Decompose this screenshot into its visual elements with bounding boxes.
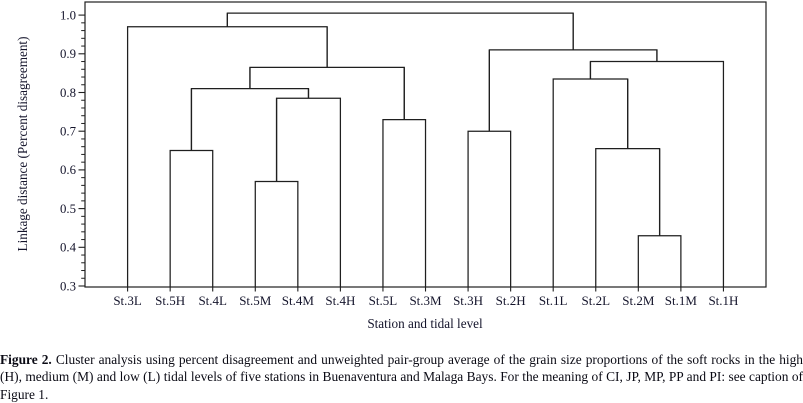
dendrogram-link <box>226 12 574 50</box>
dendrogram-link <box>169 149 214 287</box>
dendrogram-link <box>254 180 299 287</box>
x-leaf-label: St.2M <box>622 293 655 308</box>
figure-caption-label: Figure 2. <box>0 352 52 367</box>
dendrogram-link <box>589 60 725 287</box>
y-tick-label: 0.3 <box>60 279 76 293</box>
x-leaf-label: St.2H <box>496 293 526 308</box>
x-leaf-label: St.1L <box>539 293 568 308</box>
x-leaf-label: St.4H <box>325 293 355 308</box>
y-tick-label: 0.8 <box>60 86 76 100</box>
figure-caption-text: Cluster analysis using percent disagreem… <box>0 352 803 402</box>
x-leaf-label: St.3L <box>113 293 142 308</box>
x-leaf-label: St.4M <box>282 293 315 308</box>
figure-caption: Figure 2. Cluster analysis using percent… <box>0 351 803 403</box>
y-axis-title: Linkage distance (Percent disagreement) <box>15 37 30 252</box>
x-leaf-label: St.3H <box>453 293 483 308</box>
y-tick-label: 0.4 <box>60 241 77 255</box>
x-leaf-label: St.5H <box>155 293 185 308</box>
dendrogram-link <box>382 118 427 287</box>
dendrogram-link <box>467 130 512 287</box>
x-leaf-label: St.3M <box>409 293 442 308</box>
y-tick-label: 0.7 <box>60 125 77 139</box>
dendrogram-link <box>595 147 661 287</box>
dendrogram-link <box>126 26 328 287</box>
dendrogram-link <box>552 78 629 287</box>
x-leaf-label: St.2L <box>581 293 610 308</box>
y-tick-label: 0.6 <box>60 163 77 177</box>
x-axis-title: Station and tidal level <box>367 316 483 331</box>
y-tick-label: 0.9 <box>60 47 76 61</box>
x-leaf-label: St.1H <box>708 293 738 308</box>
x-leaf-label: St.1M <box>665 293 698 308</box>
x-leaf-label: St.4L <box>198 293 227 308</box>
x-leaf-label: St.5L <box>369 293 398 308</box>
x-leaf-label: St.5M <box>239 293 272 308</box>
y-tick-label: 0.5 <box>60 202 76 216</box>
dendrogram-link <box>249 66 405 120</box>
dendrogram-chart: 1.0 0.9 0.8 0.7 0.6 0.5 0.4 0.3 St.3L St.5H St.4L S… <box>15 1 767 331</box>
dendrogram-link <box>637 235 682 287</box>
y-tick-label: 1.0 <box>60 8 76 22</box>
dendrogram-link <box>275 97 342 287</box>
